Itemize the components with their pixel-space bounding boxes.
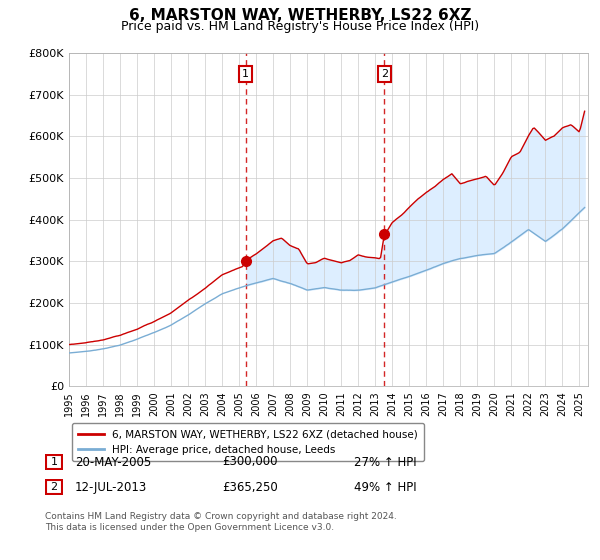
Text: 20-MAY-2005: 20-MAY-2005	[75, 455, 151, 469]
Legend: 6, MARSTON WAY, WETHERBY, LS22 6XZ (detached house), HPI: Average price, detache: 6, MARSTON WAY, WETHERBY, LS22 6XZ (deta…	[71, 423, 424, 461]
Text: 27% ↑ HPI: 27% ↑ HPI	[354, 455, 416, 469]
Text: 6, MARSTON WAY, WETHERBY, LS22 6XZ: 6, MARSTON WAY, WETHERBY, LS22 6XZ	[129, 8, 471, 24]
Text: 12-JUL-2013: 12-JUL-2013	[75, 480, 147, 494]
Text: £300,000: £300,000	[222, 455, 277, 469]
Text: Price paid vs. HM Land Registry's House Price Index (HPI): Price paid vs. HM Land Registry's House …	[121, 20, 479, 32]
Text: £365,250: £365,250	[222, 480, 278, 494]
Text: 2: 2	[381, 69, 388, 79]
Text: 2: 2	[50, 482, 58, 492]
Text: 1: 1	[50, 457, 58, 467]
Text: Contains HM Land Registry data © Crown copyright and database right 2024.
This d: Contains HM Land Registry data © Crown c…	[45, 512, 397, 532]
Text: 1: 1	[242, 69, 249, 79]
Text: 49% ↑ HPI: 49% ↑ HPI	[354, 480, 416, 494]
